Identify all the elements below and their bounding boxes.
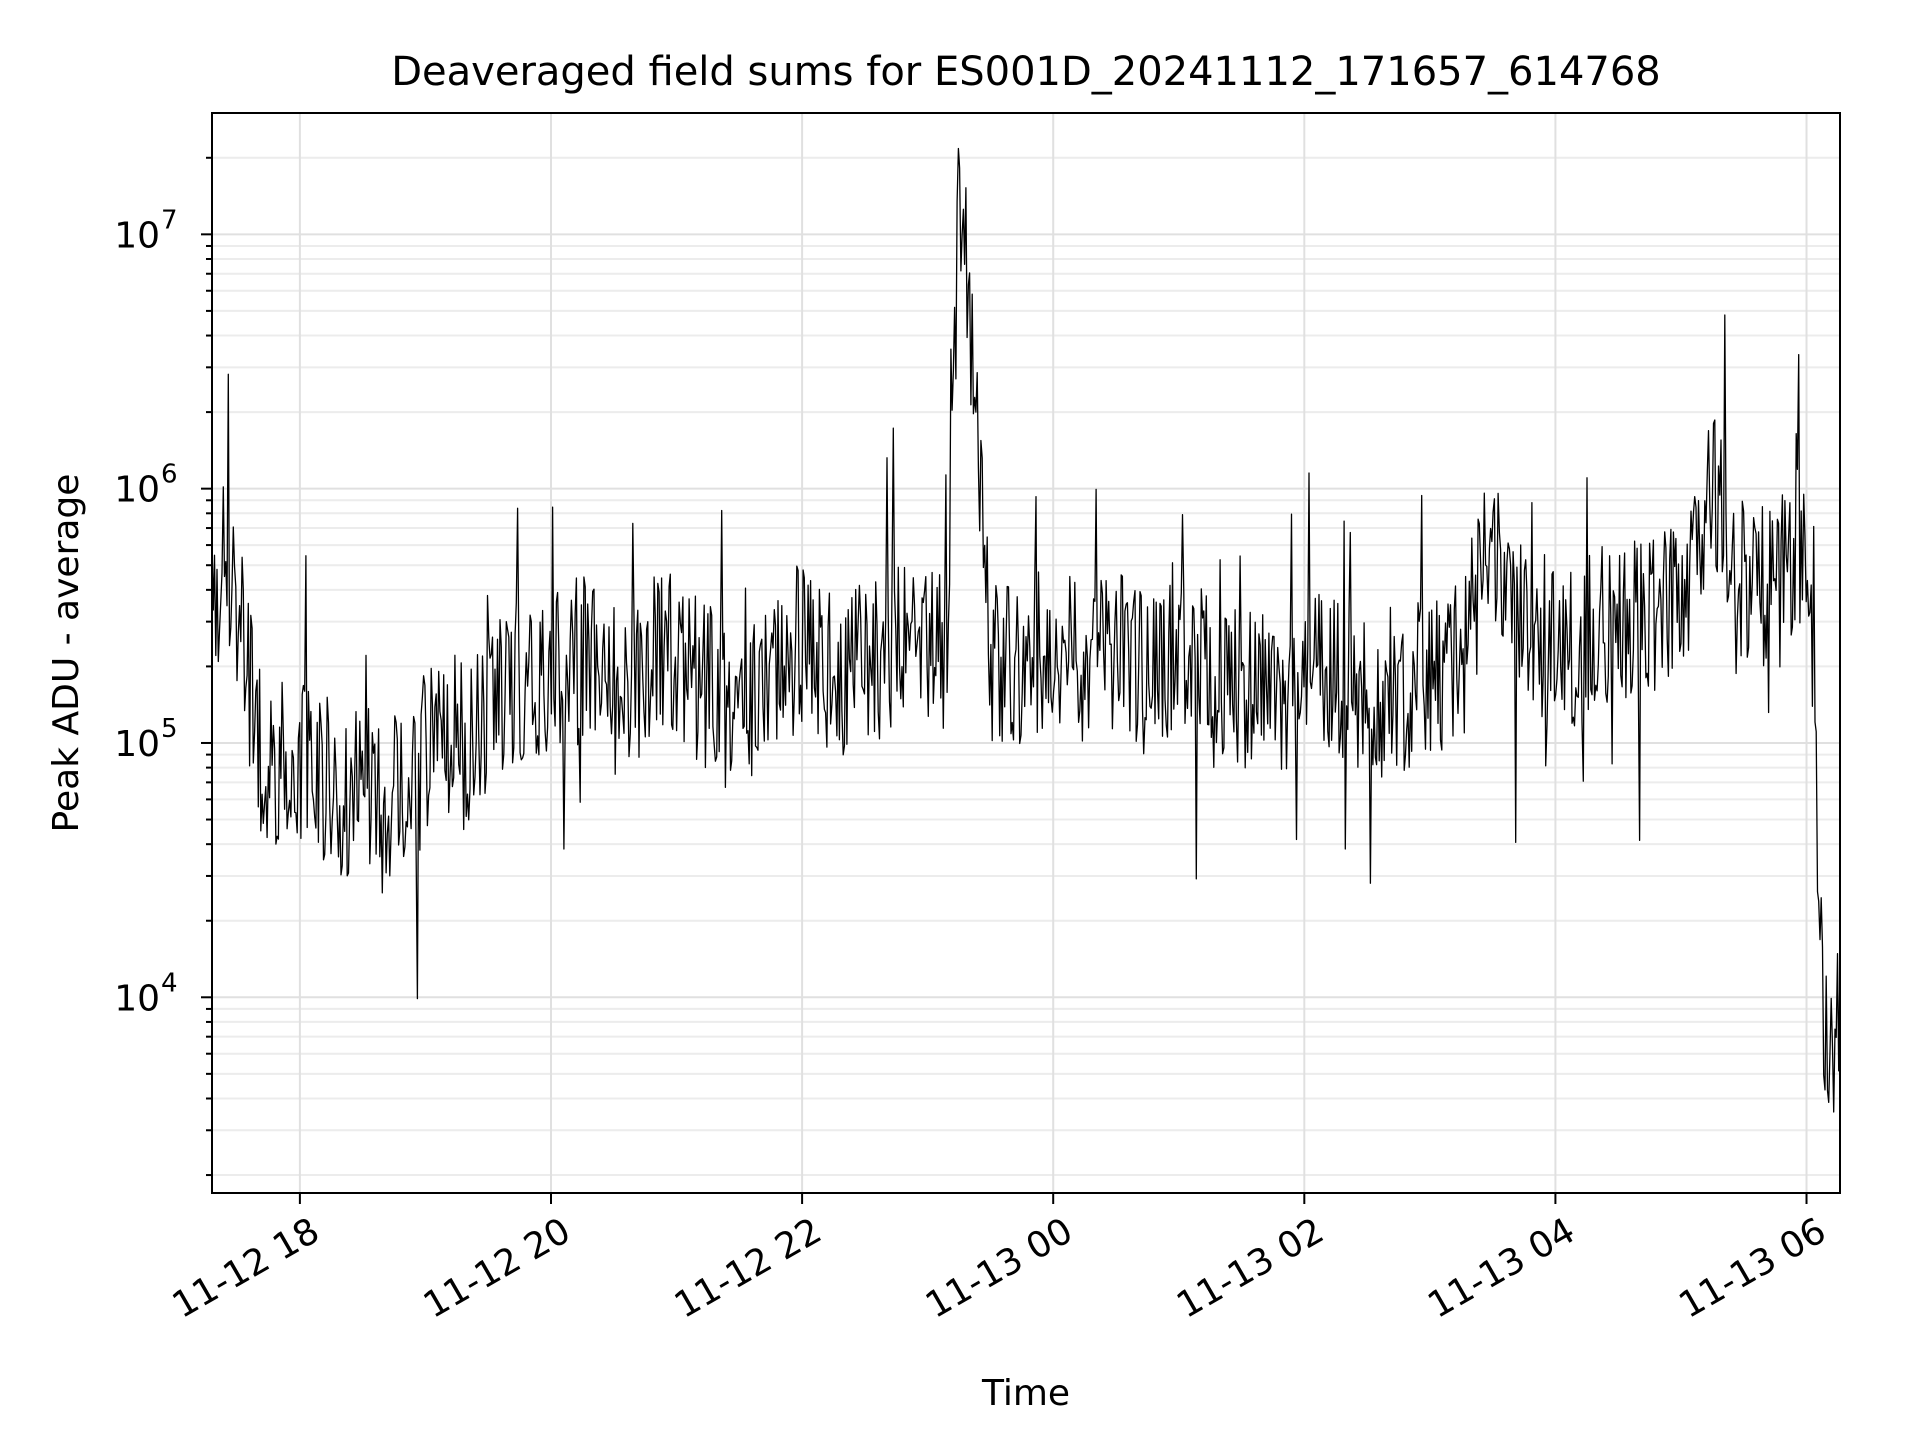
y-tick-label: 10 (114, 978, 160, 1019)
y-tick-label: 10 (114, 215, 160, 256)
y-tick-exponent: 7 (161, 205, 178, 235)
y-tick-label: 10 (114, 724, 160, 765)
y-axis-label: Peak ADU - average (46, 474, 87, 833)
series-layer (211, 147, 1841, 1113)
plot-frame (211, 112, 1841, 1194)
chart-title: Deaveraged field sums for ES001D_2024111… (391, 49, 1661, 95)
series-line (211, 147, 1841, 1113)
y-tick-exponent: 4 (161, 968, 178, 998)
y-tick-exponent: 5 (161, 714, 178, 744)
x-axis-label: Time (981, 1373, 1070, 1414)
grid (212, 113, 1840, 1193)
y-tick-label: 10 (114, 470, 160, 511)
y-tick-exponent: 6 (161, 460, 178, 490)
